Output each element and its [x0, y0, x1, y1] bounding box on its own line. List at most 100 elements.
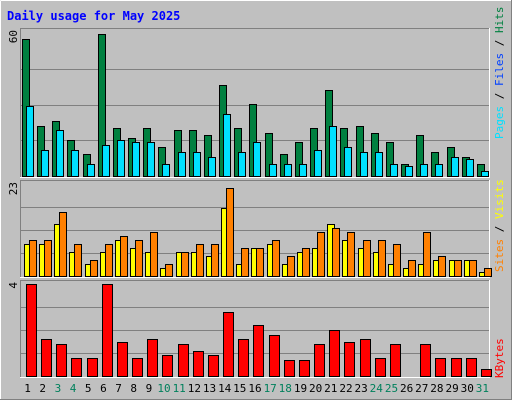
x-tick-label: 14 — [218, 382, 232, 395]
visits-bar — [438, 256, 446, 277]
kbytes-bar — [481, 369, 492, 377]
x-tick-label: 29 — [445, 382, 458, 395]
files-bar — [87, 164, 95, 177]
sites-visits-panel — [20, 180, 492, 278]
y-axis-max-label: 60 — [7, 30, 20, 43]
chart-title: Daily usage for May 2025 — [7, 9, 180, 23]
legend-pages: Pages — [493, 106, 506, 139]
files-bar — [420, 164, 428, 177]
kbytes-bar — [344, 342, 355, 377]
files-bar — [481, 171, 489, 177]
files-bar — [71, 150, 79, 177]
files-bar — [26, 106, 34, 177]
files-bar — [299, 164, 307, 177]
visits-bar — [347, 232, 355, 277]
kbytes-bar — [223, 312, 234, 377]
visits-bar — [484, 268, 492, 277]
legend-files: Files — [493, 53, 506, 86]
legend-label: Pages / Files / Hits — [493, 7, 506, 140]
visits-bar — [256, 248, 264, 277]
visits-bar — [454, 260, 462, 277]
x-tick-label: 17 — [264, 382, 277, 395]
files-bar — [451, 157, 459, 177]
y-axis-max-label: 23 — [7, 182, 20, 195]
kbytes-bar — [132, 358, 143, 377]
kbytes-bar — [71, 358, 82, 377]
files-bar — [117, 140, 125, 177]
files-bar — [405, 166, 413, 177]
visits-bar — [150, 232, 158, 277]
files-bar — [56, 130, 64, 177]
legend-separator: / — [493, 86, 506, 106]
legend-hits: Hits — [493, 7, 506, 34]
kbytes-bar — [162, 355, 173, 377]
files-bar — [435, 164, 443, 177]
kbytes-bar — [375, 358, 386, 377]
x-axis-day-labels: 1 2 3 4 5 6 7 8 9 10 11 12 13 14 15 16 17 18 19 20 21 22 23 24 2… — [24, 382, 489, 395]
kbytes-bar — [238, 339, 249, 377]
chart-legends: Pages / Files / Hits Sites / Visits KBytes — [493, 7, 506, 379]
kbytes-bar — [56, 344, 67, 377]
x-tick-label: 10 — [157, 382, 170, 395]
legend-sites: Sites — [493, 239, 506, 272]
visits-bar — [241, 248, 249, 277]
visits-bar — [363, 240, 371, 277]
x-tick-label: 8 — [130, 382, 137, 395]
visits-bar — [287, 256, 295, 277]
files-bar — [102, 145, 110, 177]
kbytes-bar — [178, 344, 189, 377]
visits-bar — [317, 232, 325, 277]
kbytes-bar — [451, 358, 462, 377]
x-tick-label: 25 — [385, 382, 398, 395]
files-bar — [178, 152, 186, 177]
x-tick-label: 6 — [100, 382, 107, 395]
kbytes-bar — [360, 339, 371, 377]
files-bar — [314, 150, 322, 177]
kbytes-bar — [466, 358, 477, 377]
files-bar — [208, 157, 216, 177]
x-tick-label: 2 — [39, 382, 46, 395]
x-tick-label: 31 — [476, 382, 489, 395]
kbytes-bar — [41, 339, 52, 377]
kbytes-bar — [314, 344, 325, 377]
x-tick-label: 15 — [233, 382, 246, 395]
kbytes-bar — [269, 335, 280, 377]
files-bar — [284, 164, 292, 177]
files-bar — [223, 114, 231, 177]
visits-bar — [90, 260, 98, 277]
legend-separator: / — [493, 219, 506, 239]
kbytes-bar — [102, 284, 113, 377]
x-tick-label: 5 — [85, 382, 92, 395]
kbytes-bar — [193, 351, 204, 377]
x-tick-label: 4 — [70, 382, 77, 395]
legend-visits: Visits — [493, 179, 506, 219]
files-bar — [147, 142, 155, 177]
kbytes-bar — [147, 339, 158, 377]
files-bar — [269, 164, 277, 177]
visits-bar — [378, 240, 386, 277]
x-tick-label: 20 — [309, 382, 322, 395]
kbytes-bar — [299, 360, 310, 377]
x-tick-label: 22 — [339, 382, 352, 395]
visits-bar — [272, 240, 280, 277]
visits-bar — [74, 244, 82, 277]
legend-label: Sites / Visits — [493, 179, 506, 272]
x-tick-label: 27 — [415, 382, 428, 395]
files-bar — [193, 152, 201, 177]
files-bar — [360, 152, 368, 177]
visits-bar — [165, 264, 173, 277]
kbytes-bar — [117, 342, 128, 377]
x-tick-label: 11 — [173, 382, 186, 395]
files-bar — [162, 164, 170, 177]
visits-bar — [29, 240, 37, 277]
kbytes-bar — [390, 344, 401, 377]
x-tick-label: 24 — [370, 382, 384, 395]
visits-bar — [211, 244, 219, 277]
x-tick-label: 7 — [115, 382, 122, 395]
kbytes-bar — [420, 344, 431, 377]
files-bar — [41, 150, 49, 177]
x-tick-label: 28 — [430, 382, 443, 395]
visits-bar — [469, 260, 477, 277]
visits-bar — [59, 212, 67, 277]
